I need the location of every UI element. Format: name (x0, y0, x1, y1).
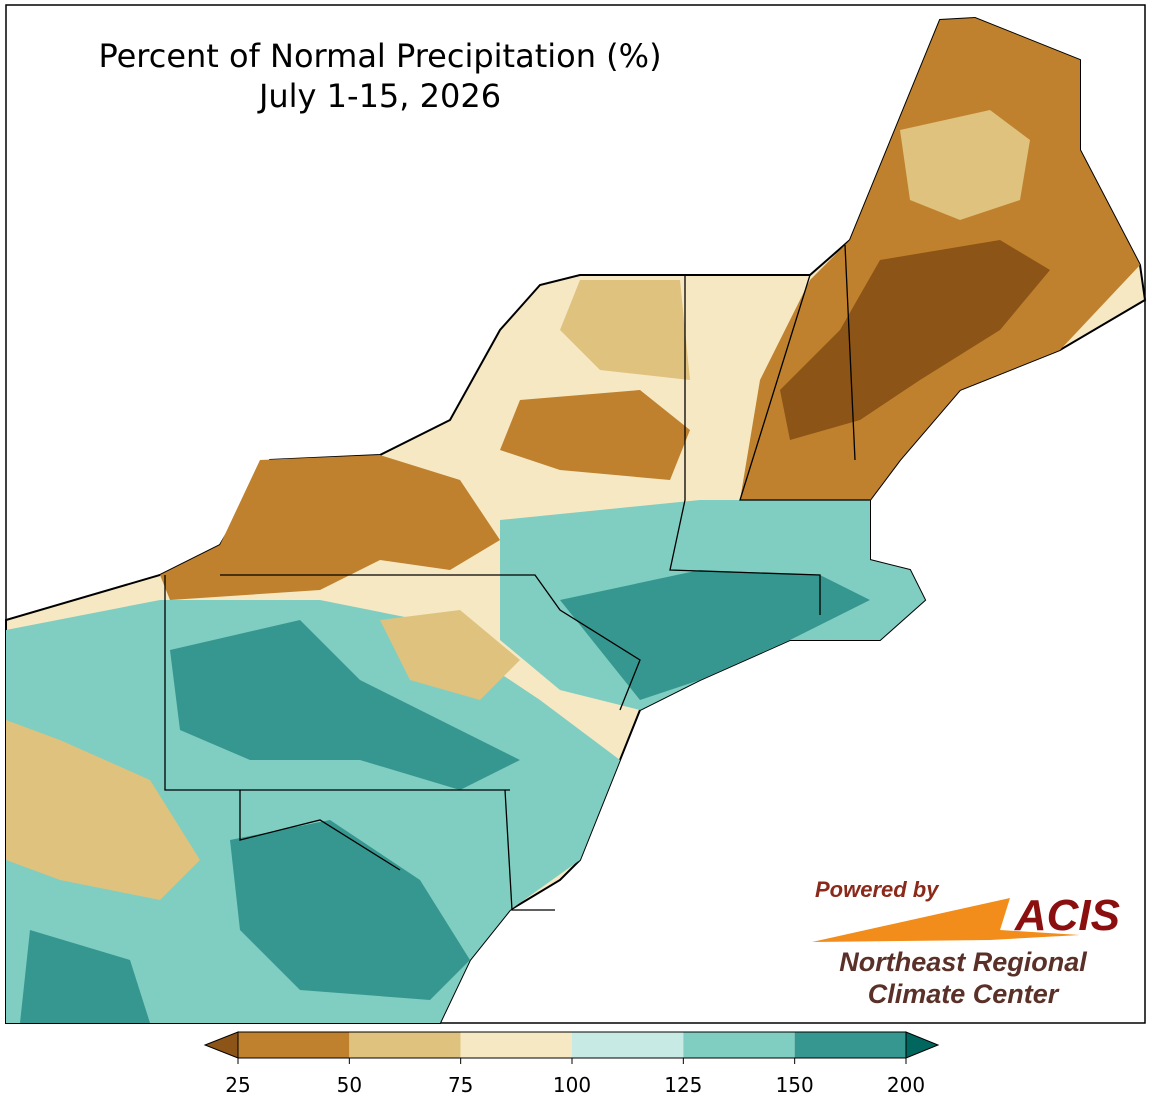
colorbar-segment (572, 1032, 684, 1058)
colorbar-segment (349, 1032, 461, 1058)
logo-org-line1: Northeast Regional (839, 947, 1087, 977)
very-wet-region (170, 620, 520, 790)
colorbar-segment (683, 1032, 795, 1058)
colorbar-tick-label: 75 (448, 1073, 473, 1097)
colorbar-tick-label: 150 (776, 1073, 814, 1097)
state-border (669, 275, 821, 615)
logo-acis: ACIS (1014, 891, 1120, 940)
very-dry-region (780, 240, 1050, 440)
state-border (220, 574, 641, 711)
state-borders (164, 244, 870, 911)
logo-org-line2: Climate Center (868, 979, 1060, 1009)
colorbar-tick-label: 25 (225, 1073, 250, 1097)
wet-region (6, 600, 620, 1023)
colorbar-tick-label: 50 (337, 1073, 362, 1097)
dry-region (6, 720, 200, 900)
state-border (239, 790, 401, 871)
colorbar-segment (794, 1032, 906, 1058)
colorbar-segment (238, 1032, 350, 1058)
map-land (5, 16, 1147, 1024)
dry-region (160, 455, 500, 600)
colorbar: 25 50 75 100 125 150 200 (203, 1031, 940, 1097)
colorbar-tick-label: 100 (553, 1073, 591, 1097)
logo: Powered by ACIS Northeast Regional Clima… (812, 877, 1120, 1009)
logo-powered-by: Powered by (815, 877, 940, 902)
colorbar-tick-label: 200 (887, 1073, 925, 1097)
dry-region (500, 390, 690, 480)
dry-region (560, 280, 690, 380)
map-title: Percent of Normal Precipitation (%) (98, 37, 661, 75)
map-subtitle: July 1-15, 2026 (257, 77, 501, 115)
colorbar-tick-label: 125 (664, 1073, 702, 1097)
dry-region (900, 110, 1030, 220)
state-border (739, 274, 870, 501)
colorbar-over (905, 1031, 940, 1059)
state-border (844, 244, 856, 461)
dry-region (380, 610, 520, 700)
state-border (164, 575, 510, 791)
colorbar-under (203, 1031, 239, 1059)
logo-swoosh (812, 898, 1080, 942)
state-border (504, 789, 555, 911)
colorbar-segment (460, 1032, 572, 1058)
very-wet-region (20, 930, 150, 1023)
very-wet-region (230, 820, 470, 1000)
